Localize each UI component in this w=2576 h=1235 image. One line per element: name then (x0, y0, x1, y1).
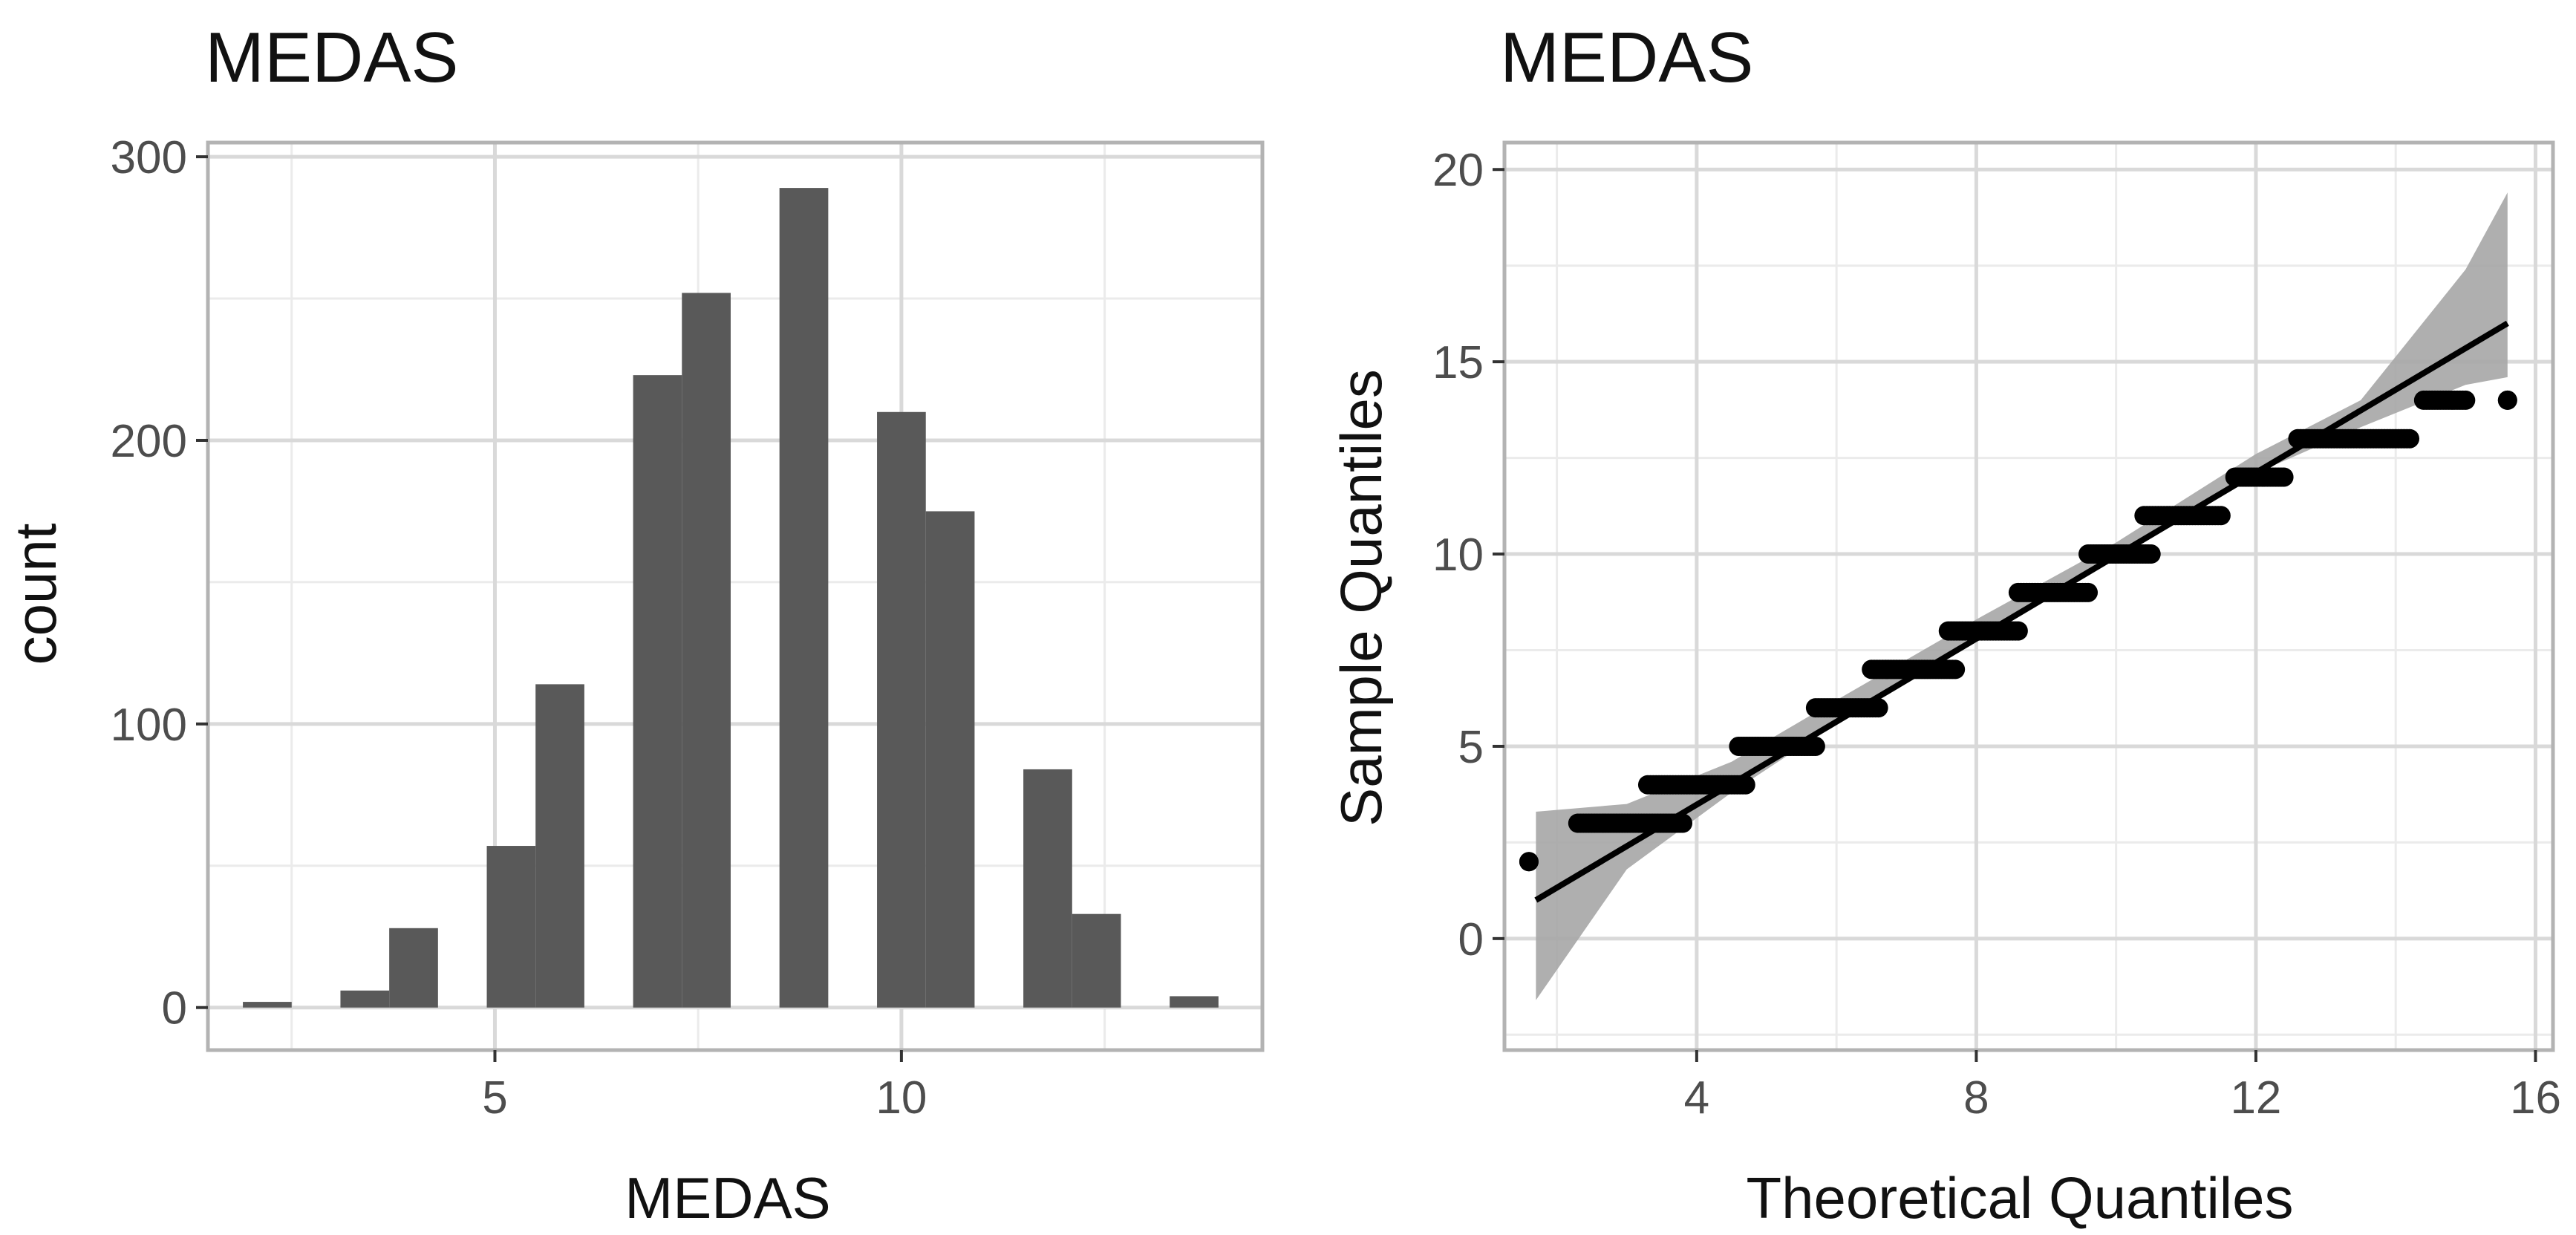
qq-reference-line-group (1534, 320, 2509, 903)
histogram-bar (877, 411, 926, 1008)
qq-point (2078, 582, 2099, 602)
qq-point (1519, 852, 1539, 872)
y-tick-label: 0 (1458, 914, 1484, 965)
y-tick-label: 20 (1432, 145, 1484, 196)
qq-ticks: 4 8 12 16 0 5 10 15 20 (1432, 145, 2561, 1124)
y-tick-label: 0 (162, 983, 187, 1034)
histogram-bar (1170, 996, 1219, 1008)
qq-reference-line (1534, 320, 2509, 903)
histogram-bar (389, 928, 438, 1008)
x-tick-label: 4 (1684, 1072, 1709, 1124)
histogram-bars (243, 188, 1219, 1008)
qq-plot-border (1502, 140, 2555, 1052)
qq-point (1805, 736, 1825, 756)
qq-plot-title: MEDAS (1500, 18, 1753, 97)
y-tick-label: 5 (1458, 722, 1484, 773)
histogram-bar (1072, 913, 1121, 1008)
histogram-bar (779, 188, 829, 1008)
y-tick-label: 300 (111, 132, 187, 183)
histogram-bar (633, 375, 682, 1008)
qq-point (2456, 390, 2476, 410)
y-tick-label: 200 (111, 416, 187, 467)
histogram-plot-border (206, 140, 1265, 1052)
histogram-bar (340, 990, 390, 1008)
x-tick-label: 10 (875, 1072, 927, 1124)
y-tick-label: 15 (1432, 337, 1484, 388)
x-tick-label: 12 (2230, 1072, 2281, 1124)
histogram-bar (1023, 769, 1072, 1008)
histogram-bar (243, 1002, 292, 1008)
qq-x-axis-title: Theoretical Quantiles (1746, 1165, 2293, 1231)
qq-point (2141, 544, 2161, 564)
qq-point (2497, 390, 2517, 410)
x-tick-label: 5 (482, 1072, 507, 1124)
qq-y-axis-title: Sample Quantiles (1328, 369, 1394, 827)
histogram-bar (682, 293, 731, 1008)
x-tick-label: 16 (2510, 1072, 2561, 1124)
y-tick-label: 10 (1432, 529, 1484, 581)
y-tick-label: 100 (111, 700, 187, 751)
histogram-plot-background (208, 143, 1262, 1050)
histogram-x-axis-title: MEDAS (625, 1165, 830, 1231)
histogram-title: MEDAS (205, 18, 458, 97)
qq-point (2274, 467, 2294, 487)
histogram-bar (535, 684, 584, 1008)
qq-point (2008, 621, 2028, 641)
qq-gridlines (1504, 143, 2553, 1050)
histogram-bar (925, 511, 975, 1008)
qq-plot-panel: MEDAS 4 8 12 16 0 5 10 15 20 Theoretical Quantil… (1328, 18, 2561, 1231)
x-tick-label: 8 (1963, 1072, 1989, 1124)
histogram-y-axis-title: count (3, 523, 68, 665)
qq-point (2211, 506, 2231, 526)
qq-point (2400, 428, 2420, 449)
histogram-bar (486, 846, 536, 1008)
qq-point (1946, 659, 1966, 680)
